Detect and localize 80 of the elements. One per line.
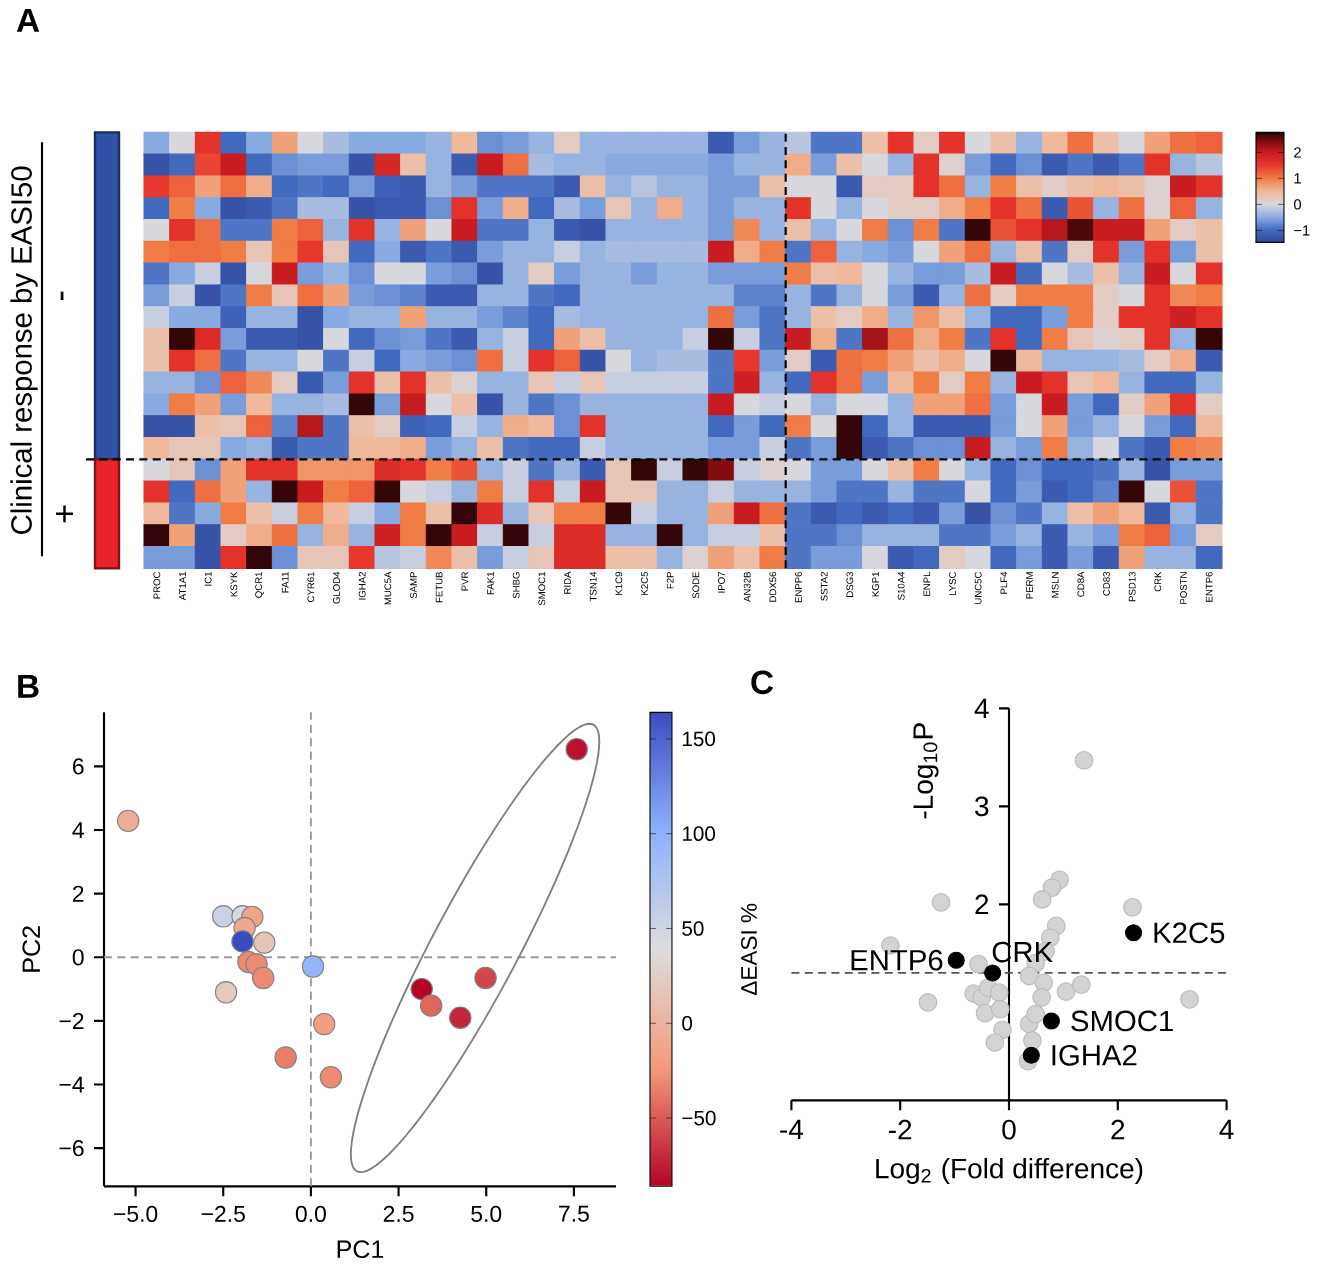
y-axis-title: Clinical response by EASI50 [10, 166, 38, 534]
y-axis-title: PC2 [22, 925, 41, 972]
point [565, 737, 588, 760]
x-tick-label: -4 [780, 1119, 803, 1139]
point [117, 809, 140, 832]
y-tick-label: 2 [975, 894, 989, 914]
y-tick-label: 6 [73, 757, 84, 775]
point [1032, 889, 1052, 909]
point [918, 992, 938, 1012]
x-tick-label: 0 [1002, 1119, 1016, 1140]
point [985, 1032, 1005, 1052]
y-tick-label: 4 [72, 821, 84, 838]
chart-title: A [16, 8, 40, 32]
annotation: SMOC1 [1071, 1010, 1173, 1031]
point [1034, 972, 1054, 992]
point [1032, 987, 1051, 1007]
point [419, 993, 443, 1017]
color-bar-label: 0 [682, 1015, 693, 1031]
x-axis-title: PC1 [337, 1239, 384, 1258]
text: + [56, 504, 73, 522]
annotation: IGHA2 [1052, 1044, 1137, 1066]
point [319, 1065, 343, 1088]
x-tick-label: −2.5 [201, 1205, 245, 1222]
point [410, 977, 433, 1000]
point [989, 982, 1009, 1002]
x-tick-label: −5.0 [114, 1205, 158, 1222]
point [449, 1006, 472, 1029]
annotation: ENTP6 [851, 949, 943, 971]
point [969, 954, 988, 973]
point [1019, 966, 1039, 985]
point [253, 930, 276, 954]
point [252, 966, 275, 989]
text: - [60, 291, 64, 300]
chart-title: B [18, 674, 39, 698]
point [474, 966, 497, 989]
color-bar-label: 50 [682, 920, 704, 936]
point [990, 999, 1010, 1019]
point [1074, 750, 1094, 770]
point [301, 954, 325, 978]
point [214, 980, 238, 1004]
point [1042, 877, 1062, 897]
y-tick-label: −2 [59, 1012, 84, 1029]
x-tick-label: 4 [1219, 1119, 1234, 1139]
y-tick-label: −6 [59, 1139, 84, 1156]
x-tick-label: -2 [889, 1119, 912, 1139]
color-bar-label: 100 [682, 825, 716, 841]
point [975, 1003, 995, 1022]
y-tick-label: 3 [975, 795, 989, 816]
x-tick-label: 2.5 [383, 1205, 414, 1222]
point [1180, 989, 1199, 1009]
point [274, 1045, 297, 1069]
y-axis-title: -Log$_{10}$P [913, 722, 939, 818]
annotation: K2C5 [1154, 921, 1225, 943]
point [931, 892, 951, 912]
color-bar-label: 150 [682, 731, 716, 746]
point [1125, 923, 1143, 941]
point [231, 929, 254, 953]
point [1023, 1030, 1042, 1050]
x-tick-label: 2 [1111, 1119, 1125, 1139]
color-bar-title: ΔEASI % [741, 903, 757, 995]
y-tick-label: 4 [974, 698, 989, 718]
point [1056, 981, 1076, 1001]
point [947, 951, 965, 969]
point [1072, 974, 1091, 994]
point [1042, 1011, 1060, 1030]
x-tick-label: 7.5 [559, 1205, 589, 1222]
color-bar-label: −50 [682, 1110, 716, 1125]
y-tick-label: 2 [73, 885, 84, 902]
y-tick-label: 0 [72, 948, 84, 965]
point [313, 1012, 336, 1035]
point [984, 963, 1002, 982]
y-tick-label: −4 [59, 1076, 84, 1092]
x-tick-label: 0.0 [295, 1205, 326, 1222]
x-tick-label: 5.0 [471, 1205, 502, 1222]
point [1022, 1046, 1040, 1064]
x-axis-title: Log$_{2}$ (Fold difference) [876, 1157, 1143, 1184]
point [212, 904, 235, 927]
chart-title: C [751, 670, 774, 694]
point [1123, 897, 1142, 917]
point [1026, 1004, 1045, 1023]
